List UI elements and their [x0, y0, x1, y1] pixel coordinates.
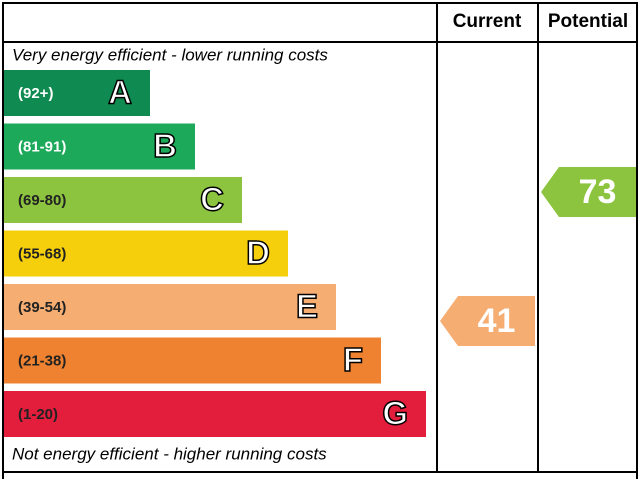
band-range: (81-91)	[18, 138, 66, 155]
band-range: (21-38)	[18, 352, 66, 369]
band-range: (69-80)	[18, 192, 66, 209]
band-range: (55-68)	[18, 245, 66, 262]
band-letter: F	[343, 341, 363, 378]
column-header: Current	[453, 11, 522, 32]
bottom-note: Not energy efficient - higher running co…	[12, 444, 327, 463]
top-note: Very energy efficient - lower running co…	[12, 45, 328, 64]
rating-value: 73	[579, 173, 617, 211]
band	[4, 230, 288, 277]
band-letter: B	[153, 127, 177, 164]
band-letter: C	[200, 181, 224, 218]
band	[4, 123, 195, 170]
rating-arrow	[440, 296, 535, 346]
band-letter: A	[108, 74, 132, 111]
rating-arrow	[541, 167, 636, 217]
rating-value: 41	[478, 302, 516, 340]
band	[4, 391, 426, 437]
column-header: Potential	[548, 11, 628, 32]
band-range: (39-54)	[18, 299, 66, 316]
band-range: (92+)	[18, 85, 53, 102]
band	[4, 284, 336, 330]
band	[4, 337, 381, 384]
band	[4, 70, 150, 116]
band-letter: G	[382, 395, 408, 432]
band	[4, 177, 242, 223]
band-letter: E	[296, 288, 318, 325]
band-range: (1-20)	[18, 406, 58, 423]
band-letter: D	[246, 234, 270, 271]
